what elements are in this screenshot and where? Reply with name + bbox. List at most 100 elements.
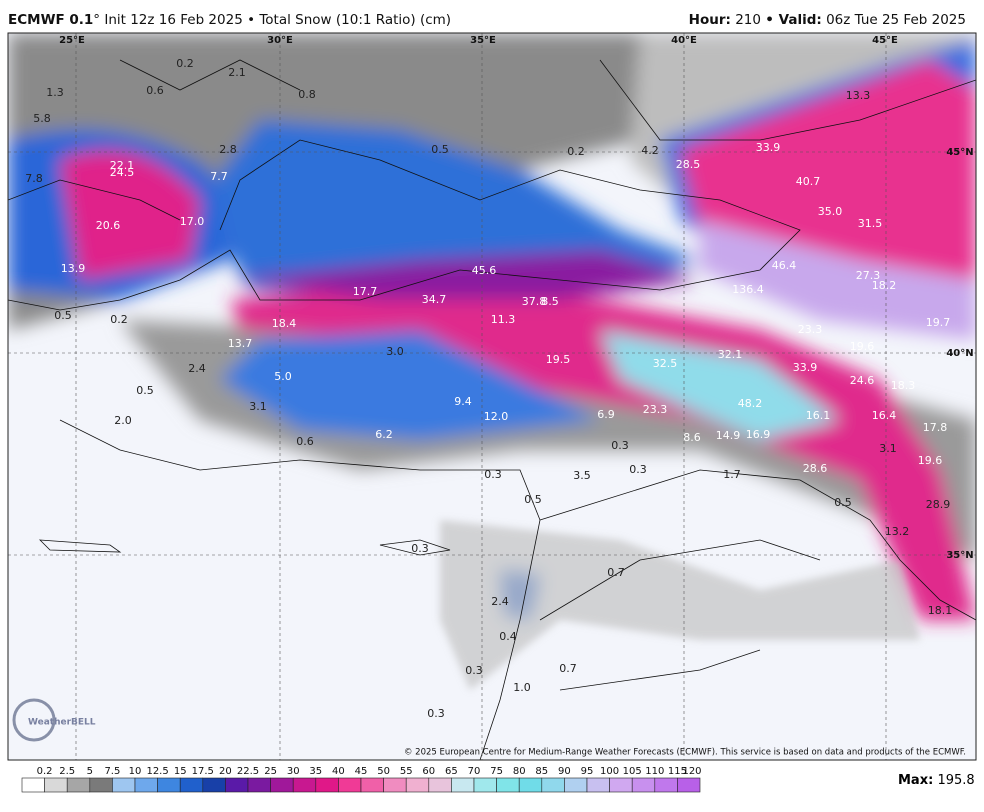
colorbar-tick-label: 100 (600, 766, 619, 777)
map-frame (7, 32, 977, 761)
colorbar-tick-label: 10 (129, 766, 142, 777)
map: 25°E 30°E 35°E 40°E 45°E45°N40°N35°N 0.22.10… (8, 33, 976, 760)
colorbar-swatch (677, 777, 701, 793)
light-snow (440, 520, 920, 690)
snow-label: 18.4 (272, 317, 297, 330)
colorbar-tick-label: 30 (287, 766, 300, 777)
colorbar-tick-label: 95 (581, 766, 594, 777)
snow-label: 0.7 (559, 662, 577, 675)
snow-label: 27.3 (856, 269, 881, 282)
snow-label: 33.9 (756, 141, 781, 154)
snow-label: 0.6 (296, 435, 314, 448)
colorbar-tick-label: 65 (445, 766, 458, 777)
snow-label: 0.3 (427, 707, 445, 720)
grid-label: 40°E (671, 35, 697, 46)
snow-label: 28.5 (676, 158, 701, 171)
colorbar-tick-label: 70 (468, 766, 481, 777)
snow-label: 28.6 (803, 462, 828, 475)
colorbar-tick-label: 60 (422, 766, 435, 777)
snow-label: 0.2 (110, 313, 128, 326)
snow-label: 8.5 (541, 295, 559, 308)
colorbar-swatch (202, 777, 226, 793)
colorbar-swatch (518, 777, 543, 793)
colorbar-tick-label: 85 (535, 766, 548, 777)
colorbar-swatch (541, 777, 565, 793)
snow-label: 0.8 (298, 88, 316, 101)
colorbar-swatch (157, 777, 181, 793)
max-label: Max: (898, 773, 933, 788)
snow-label: 0.3 (629, 463, 647, 476)
colorbar-swatch (654, 777, 678, 793)
snow-label: 24.6 (850, 374, 875, 387)
snow-label: 45.6 (472, 264, 497, 277)
snow-label: 48.2 (738, 397, 763, 410)
run-info: ° Init 12z 16 Feb 2025 • Total Snow (10:… (93, 12, 451, 28)
snow-label: 28.9 (926, 498, 951, 511)
snow-label: 5.8 (33, 112, 51, 125)
grid-label: 35°N (946, 550, 973, 561)
colorbar-tick-label: 40 (332, 766, 345, 777)
colorbar-swatch (428, 777, 452, 793)
snow-label: 0.3 (411, 542, 429, 555)
snow-label: 19.6 (918, 454, 943, 467)
snow-label: 33.9 (793, 361, 818, 374)
colorbar-swatch (112, 777, 136, 793)
colorbar-tick-label: 22.5 (237, 766, 259, 777)
graticule (8, 33, 976, 760)
colorbar-swatch (405, 777, 430, 793)
colorbar-tick-label: 0.2 (37, 766, 53, 777)
copyright: © 2025 European Centre for Medium-Range … (404, 748, 966, 758)
snow-label: 14.9 (716, 429, 741, 442)
snow-label: 6.9 (597, 408, 615, 421)
snow-label: 23.3 (643, 403, 668, 416)
colorbar-tick-label: 80 (513, 766, 526, 777)
snow-labels: 0.2 2.1 0.6 1.3 0.8 5.8 13.3 2.8 0.5 0.2 4.2 33.9 22… (25, 57, 952, 720)
colorbar-swatch (564, 777, 588, 793)
snow-label: 19.5 (546, 353, 571, 366)
snow-label: 5.0 (274, 370, 292, 383)
colorbar: 0.2 2.5 5 7.5 10 12.5 15 17.5 20 22.5 25 30 35 40 45 50… (21, 766, 702, 793)
snow-label: 2.1 (228, 66, 246, 79)
snow-label: 8.6 (683, 431, 701, 444)
snow-label: 0.2 (567, 145, 585, 158)
snow-label: 16.1 (806, 409, 831, 422)
colorbar-tick-label: 120 (682, 766, 701, 777)
snow-label: 1.7 (723, 468, 741, 481)
colorbar-swatch (21, 777, 45, 793)
snow-label: 0.4 (499, 630, 517, 643)
snow-label: 0.3 (484, 468, 502, 481)
grid-label: 35°E (470, 35, 496, 46)
snow-label: 0.5 (834, 496, 852, 509)
snow-label: 12.0 (484, 410, 509, 423)
colorbar-tick-label: 25 (264, 766, 277, 777)
snow-label: 3.0 (386, 345, 404, 358)
snow-label: 17.7 (353, 285, 378, 298)
colorbar-tick-label: 105 (623, 766, 642, 777)
colorbar-tick-label: 110 (645, 766, 664, 777)
snow-label: 0.2 (176, 57, 194, 70)
snow-label: 17.8 (923, 421, 948, 434)
grid-label: 45°E (872, 35, 898, 46)
hour-value: 210 (735, 12, 761, 28)
snow-field (8, 33, 976, 620)
colorbar-swatch (179, 777, 204, 793)
snow-label: 3.5 (573, 469, 591, 482)
snow-label: 18.1 (928, 604, 953, 617)
colorbar-tick-label: 55 (400, 766, 413, 777)
snow-label: 19.7 (926, 316, 951, 329)
snow-label: 0.5 (431, 143, 449, 156)
logo: WeatherBELL (12, 698, 96, 742)
snow-label: 46.4 (772, 259, 797, 272)
colorbar-swatch (383, 777, 407, 793)
colorbar-swatch (44, 777, 68, 793)
snow-label: 136.4 (732, 283, 764, 296)
colorbar-tick-label: 50 (377, 766, 390, 777)
borders (8, 59, 976, 760)
max: Max: 195.8 (898, 773, 975, 788)
grid-label: 45°N (946, 147, 973, 158)
max-value: 195.8 (937, 773, 974, 788)
colorbar-swatch (451, 777, 475, 793)
snow-label: 13.2 (885, 525, 910, 538)
snow-label: 13.3 (846, 89, 871, 102)
